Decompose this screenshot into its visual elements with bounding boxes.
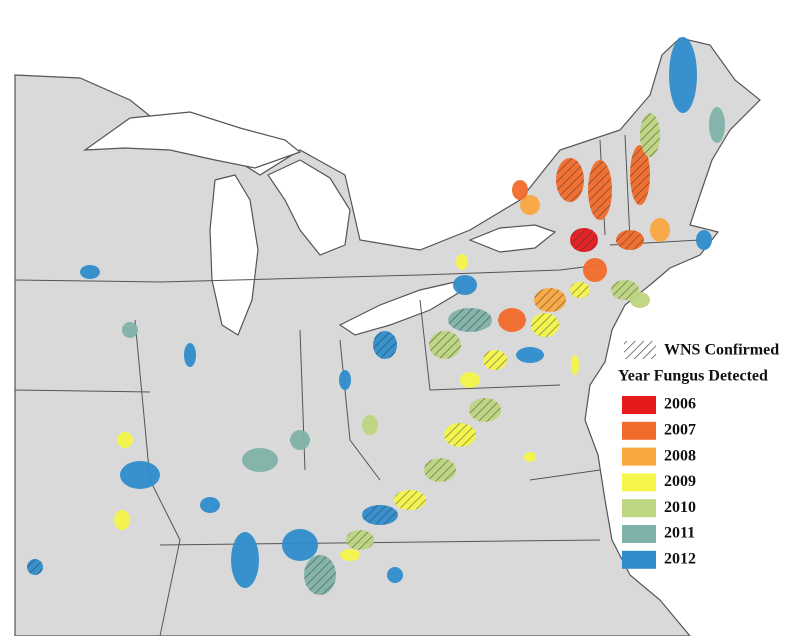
detection-area xyxy=(516,347,544,363)
detection-area xyxy=(114,510,130,530)
wns-hatch xyxy=(362,505,398,525)
lake-michigan xyxy=(209,174,259,336)
legend-title: Year Fungus Detected xyxy=(618,368,768,385)
detection-area xyxy=(650,218,670,242)
wns-hatch xyxy=(27,559,43,575)
detection-area xyxy=(709,107,725,143)
detection-area xyxy=(520,195,540,215)
legend-label: 2011 xyxy=(664,525,695,542)
detection-area xyxy=(122,322,138,338)
wns-hatch xyxy=(304,555,336,595)
detection-area xyxy=(669,37,697,113)
detection-area xyxy=(340,549,360,561)
detection-area xyxy=(120,461,160,489)
detection-area xyxy=(583,258,607,282)
wns-hatch xyxy=(448,308,492,332)
legend-label: 2008 xyxy=(664,447,696,464)
wns-hatch xyxy=(424,458,456,482)
legend-label: 2012 xyxy=(664,550,696,567)
lake-ontario xyxy=(468,224,557,253)
detection-area xyxy=(512,180,528,200)
detection-area xyxy=(339,370,351,390)
detection-area xyxy=(630,292,650,308)
detection-area xyxy=(242,448,278,472)
wns-hatch xyxy=(483,350,507,370)
detection-area xyxy=(184,343,196,367)
detection-area xyxy=(282,529,318,561)
wns-hatch xyxy=(429,331,461,359)
wns-hatch xyxy=(444,423,476,447)
detections xyxy=(27,37,725,595)
lakes xyxy=(82,111,557,336)
lake-huron xyxy=(267,159,351,256)
legend: WNS Confirmed Year Fungus Detected 2006 2… xyxy=(618,341,779,569)
legend-swatch xyxy=(622,525,656,543)
detection-area xyxy=(80,265,100,279)
lake-superior xyxy=(82,111,302,169)
legend-swatch xyxy=(622,396,656,414)
wns-hatch xyxy=(616,230,644,250)
legend-swatch xyxy=(622,550,656,569)
legend-label: 2010 xyxy=(664,499,696,516)
detection-area xyxy=(290,430,310,450)
wns-hatch xyxy=(630,145,650,205)
wns-hatch xyxy=(373,331,397,359)
wns-hatch xyxy=(394,490,426,510)
detection-area xyxy=(498,308,526,332)
wns-hatch xyxy=(531,313,559,337)
legend-label: 2007 xyxy=(664,421,696,438)
wns-hatch xyxy=(346,530,374,550)
legend-swatch xyxy=(622,421,656,440)
detection-area xyxy=(696,230,712,250)
wns-hatch xyxy=(570,228,598,252)
wns-hatch xyxy=(588,160,612,220)
wns-hatch xyxy=(570,282,590,298)
detection-area xyxy=(524,452,536,462)
legend-swatch xyxy=(622,499,656,518)
detection-area xyxy=(460,372,480,388)
hatch-swatch xyxy=(624,341,656,359)
wns-hatch xyxy=(469,398,501,422)
legend-swatch xyxy=(622,473,656,492)
legend-swatch xyxy=(622,447,656,466)
detection-area xyxy=(453,275,477,295)
legend-label: 2006 xyxy=(664,396,696,413)
detection-area xyxy=(231,532,259,588)
detection-area xyxy=(362,415,378,435)
wns-hatch xyxy=(534,288,566,312)
detection-area xyxy=(200,497,220,513)
detection-area xyxy=(117,432,133,448)
detection-area xyxy=(456,254,468,270)
legend-label: 2009 xyxy=(664,473,696,490)
detection-area xyxy=(387,567,403,583)
wns-hatch xyxy=(640,113,660,157)
hatch-label: WNS Confirmed xyxy=(664,342,779,359)
wns-hatch xyxy=(611,280,639,300)
detection-area xyxy=(571,355,579,375)
wns-hatch xyxy=(556,158,584,202)
